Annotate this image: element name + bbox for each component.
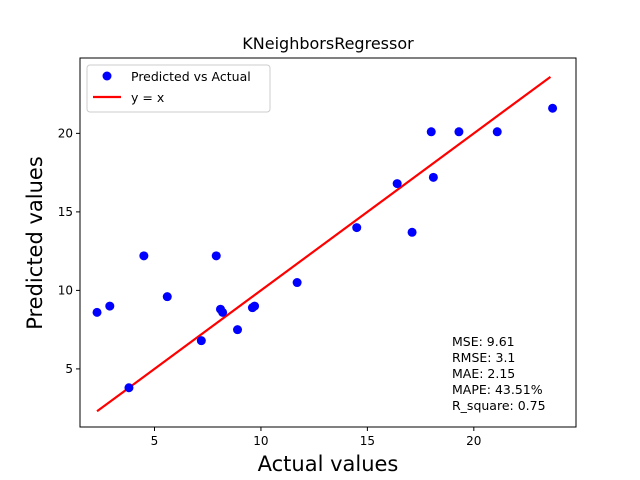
- data-point: [105, 301, 115, 311]
- x-tick-label: 20: [466, 434, 481, 448]
- legend-marker-scatter: [102, 71, 112, 81]
- x-tick-label: 15: [360, 434, 375, 448]
- data-point: [218, 307, 228, 317]
- data-point: [211, 251, 221, 261]
- data-point: [426, 127, 436, 137]
- y-tick-label: 15: [58, 205, 73, 219]
- metric-line: MAPE: 43.51%: [452, 382, 543, 397]
- metric-line: R_square: 0.75: [452, 398, 546, 413]
- x-axis-label: Actual values: [258, 452, 399, 476]
- y-tick-label: 5: [65, 362, 73, 376]
- axes-frame: [79, 57, 577, 428]
- legend-label-line: y = x: [131, 90, 164, 105]
- y-tick-label: 10: [58, 283, 73, 297]
- metric-line: RMSE: 3.1: [452, 350, 515, 365]
- data-point: [454, 127, 464, 137]
- reference-line: [96, 75, 552, 413]
- data-point: [233, 325, 243, 335]
- legend: Predicted vs Actual y = x: [86, 64, 271, 113]
- chart-title: KNeighborsRegressor: [242, 34, 414, 53]
- data-point: [407, 227, 417, 237]
- y-axis-label: Predicted values: [23, 156, 47, 330]
- data-point: [548, 103, 558, 113]
- data-point: [196, 336, 206, 346]
- metric-line: MAE: 2.15: [452, 366, 515, 381]
- metric-line: MSE: 9.61: [452, 334, 515, 349]
- data-point: [352, 223, 362, 233]
- legend-label-scatter: Predicted vs Actual: [131, 69, 251, 84]
- x-tick-label: 5: [151, 434, 159, 448]
- data-point: [162, 292, 172, 302]
- y-tick-label: 20: [58, 126, 73, 140]
- legend-box: [86, 64, 271, 113]
- data-point: [428, 172, 438, 182]
- data-point: [124, 383, 134, 393]
- plot-area: 5 10 15 20 5 10 15 20: [58, 57, 577, 448]
- data-point: [492, 127, 502, 137]
- data-point: [250, 301, 260, 311]
- data-point: [139, 251, 149, 261]
- data-point: [292, 278, 302, 288]
- data-point: [392, 179, 402, 189]
- x-tick-label: 10: [253, 434, 268, 448]
- data-point: [92, 307, 102, 317]
